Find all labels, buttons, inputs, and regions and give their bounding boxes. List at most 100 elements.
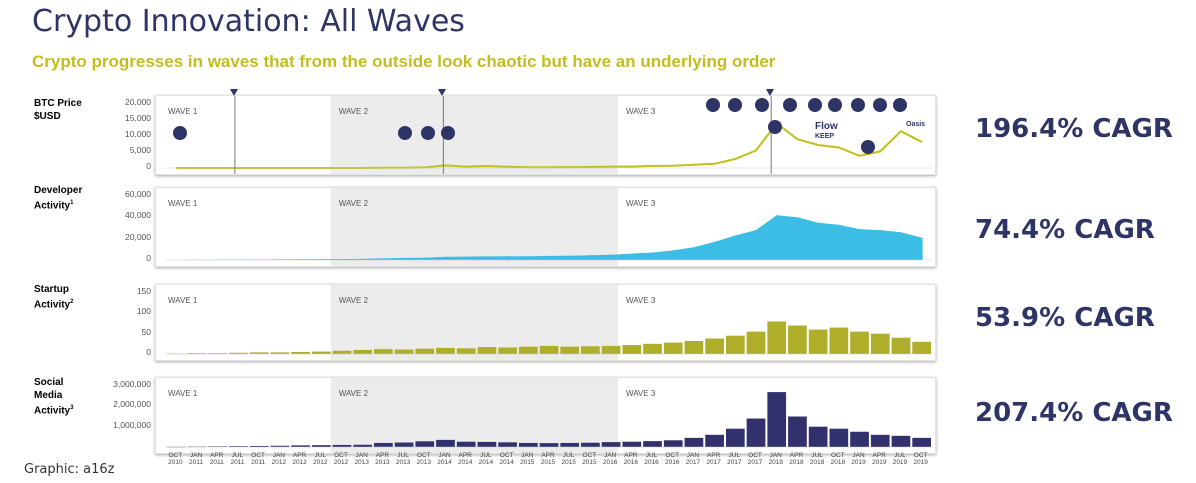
startup-activity-bar (601, 345, 621, 354)
developer-activity-bar (340, 259, 343, 260)
social-label-line-1: Social (34, 377, 64, 388)
wave-2-label: WAVE 2 (339, 296, 369, 305)
social-label-footnote: 3 (70, 405, 74, 411)
startup-activity-bar (374, 349, 393, 354)
developer-activity-label: Developer Activity1 (34, 184, 82, 212)
btc-price-point (403, 166, 405, 169)
x-tick-label: OCT 2010 (168, 452, 183, 466)
x-tick-label: JUL 2014 (478, 452, 494, 466)
social-activity-bar (374, 442, 393, 447)
x-tick-label: APR 2017 (706, 452, 721, 466)
btc-price-point (527, 166, 530, 169)
nxt-logo-icon (398, 126, 412, 140)
btc-price-point (879, 150, 882, 153)
btc-price-point (734, 158, 737, 160)
logo-text-2: Oasis (906, 121, 926, 128)
social-activity-bar (353, 444, 373, 447)
social-activity-bar (767, 392, 787, 447)
social-activity-bar (850, 431, 869, 447)
startup-activity-bar (560, 346, 580, 354)
social-activity-bar (829, 428, 849, 447)
btc-price-point (817, 144, 819, 146)
developer-cagr: 74.4% CAGR (975, 215, 1155, 245)
y-tick-label: 15,000 (125, 113, 151, 123)
social-activity-bar (912, 437, 931, 447)
y-tick-label: 2,000,000 (113, 399, 151, 410)
startup-activity-bar (291, 351, 310, 354)
developer-activity-bar (817, 222, 820, 260)
x-tick-label: JUL 2019 (892, 452, 908, 466)
social-activity-bar (870, 434, 890, 447)
startup-activity-bar (477, 347, 497, 354)
social-activity-bar (415, 441, 435, 447)
social-activity-bar (291, 445, 310, 447)
x-tick-label: APR 2012 (292, 452, 307, 466)
x-tick-label: JAN 2017 (685, 452, 701, 466)
monero-logo-icon (861, 140, 875, 154)
startup-activity-bar (518, 346, 538, 354)
social-svg: WAVE 1 WAVE 2 WAVE 3 (166, 378, 932, 453)
wave-3-label: WAVE 3 (626, 107, 656, 116)
logo-text-1: KEEP (815, 133, 835, 140)
aave-logo-icon (873, 98, 887, 112)
btc-price-point (838, 146, 840, 149)
x-tick-label: OCT 2011 (251, 452, 266, 466)
btc-price-point (858, 155, 861, 157)
startup-activity-bar (415, 348, 435, 354)
startup-activity-bar (808, 329, 828, 354)
developer-activity-bar (527, 256, 530, 260)
wave-3-label: WAVE 3 (626, 199, 656, 208)
x-tick-label: JAN 2016 (602, 452, 618, 466)
developer-activity-bar (403, 257, 406, 260)
startup-activity-bar (353, 349, 373, 354)
developer-activity-bar (899, 232, 902, 260)
wave-2-shade (330, 188, 618, 266)
btc-price-point (631, 165, 633, 168)
x-tick-label: JUL 2018 (809, 452, 825, 466)
startup-activity-bar (788, 325, 807, 354)
startup-label-line-1: Startup (34, 284, 69, 295)
wave-3-label: WAVE 3 (626, 389, 656, 398)
social-activity-bar (518, 442, 538, 447)
social-activity-bar (249, 445, 269, 447)
social-activity-bar (311, 445, 331, 447)
btc-price-point (506, 165, 509, 168)
startup-activity-bar (705, 338, 724, 354)
startup-activity-bar (746, 331, 766, 354)
y-tick-label: 40,000 (125, 210, 151, 221)
wave-2-label: WAVE 2 (339, 107, 369, 116)
social-activity-bar (808, 426, 828, 447)
near-logo-icon (828, 98, 842, 112)
social-activity-bar (394, 442, 414, 447)
x-tick-label: OCT 2019 (913, 452, 928, 466)
developer-activity-chart: WAVE 1 WAVE 2 WAVE 3 (155, 187, 936, 267)
x-tick-label: APR 2011 (209, 452, 224, 466)
social-activity-bar (456, 441, 476, 447)
x-tick-label: OCT 2017 (747, 452, 763, 466)
y-tick-label: 50 (141, 326, 151, 337)
x-tick-label: JUL 2016 (644, 452, 659, 466)
x-tick-label: JAN 2018 (768, 452, 783, 466)
y-tick-label: 10,000 (125, 129, 151, 139)
social-activity-bar (643, 441, 662, 447)
avalanche-logo-icon (783, 98, 797, 112)
developer-activity-bar (278, 259, 281, 260)
x-tick-label: JAN 2012 (271, 452, 287, 466)
startup-activity-bar (870, 333, 890, 354)
startup-activity-bar (311, 351, 331, 354)
polkadot-logo-icon (706, 98, 720, 112)
developer-activity-bar (755, 230, 758, 260)
btc-price-point (651, 165, 654, 167)
startup-activity-bar (187, 353, 207, 354)
btc-price-point (755, 149, 757, 152)
x-tick-label: OCT 2012 (333, 452, 349, 466)
social-cagr: 207.4% CAGR (975, 398, 1173, 428)
social-label-line-2: Media (34, 390, 63, 401)
y-tick-label: 20,000 (125, 97, 151, 107)
startup-activity-bar (270, 352, 290, 354)
startup-activity-bar (249, 352, 269, 354)
startup-activity-bar (684, 340, 704, 354)
social-activity-bar (270, 445, 290, 447)
startup-activity-bar (891, 337, 911, 354)
x-tick-label: OCT 2014 (499, 452, 514, 466)
